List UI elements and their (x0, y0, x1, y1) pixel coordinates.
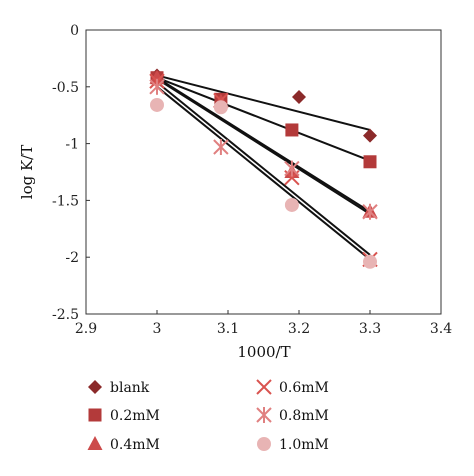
marker-0-8mm (149, 78, 165, 95)
x-tick-label: 3.3 (359, 321, 381, 337)
marker-0-8mm (213, 139, 229, 156)
x-tick-label: 3.2 (288, 321, 310, 337)
fit-line-0-2mm (156, 76, 371, 162)
x-axis: 2.9 3 3.1 3.2 3.3 3.4 (75, 310, 452, 337)
marker-1-0mm (284, 197, 299, 212)
y-tick-label: -0.5 (52, 80, 79, 96)
legend-label-1-0mm: 1.0mM (279, 437, 329, 453)
fit-line-0-6mm (156, 78, 371, 215)
legend-label-0-6mm: 0.6mM (279, 380, 329, 396)
legend-label-0-8mm: 0.8mM (279, 408, 329, 424)
legend-marker-0-4mm (87, 436, 103, 450)
fit-line-0-4mm (156, 76, 371, 213)
y-axis-title: log K/T (18, 145, 36, 199)
x-tick-label: 3.4 (430, 321, 452, 337)
marker-0-2mm (363, 155, 377, 169)
y-tick-label: -2 (65, 250, 79, 266)
marker-blank (292, 90, 306, 105)
y-tick-label: 0 (70, 23, 79, 39)
legend-marker-1-0mm (257, 437, 271, 451)
plot-frame (85, 29, 442, 315)
fit-line-0-8mm (156, 81, 371, 256)
legend-label-0-4mm: 0.4mM (110, 437, 160, 453)
x-tick-label: 3.1 (217, 321, 239, 337)
legend-marker-0-6mm (256, 379, 272, 395)
marker-0-8mm (284, 160, 300, 177)
fit-lines (156, 74, 371, 261)
marker-1-0mm (363, 254, 377, 269)
legend: blank 0.2mM 0.4mM 0.6mM 0.8mM 1.0mM (87, 379, 329, 453)
y-tick-label: -1 (65, 137, 79, 153)
legend-marker-0-2mm (88, 408, 102, 422)
marker-1-0mm (150, 97, 164, 112)
y-axis: 0 -0.5 -1 -1.5 -2 -2.5 (52, 23, 90, 323)
x-tick-label: 3 (153, 321, 162, 337)
x-tick-label: 2.9 (75, 321, 97, 337)
x-axis-title: 1000/T (237, 343, 290, 361)
fit-line-1-0mm (156, 86, 371, 261)
legend-marker-blank (88, 380, 102, 394)
legend-label-blank: blank (110, 380, 150, 396)
y-tick-label: -2.5 (52, 307, 79, 323)
marker-0-8mm (362, 203, 378, 220)
y-tick-label: -1.5 (52, 193, 79, 209)
fit-line-blank (156, 74, 371, 131)
legend-label-0-2mm: 0.2mM (110, 408, 160, 424)
marker-blank (363, 128, 377, 143)
data-markers (149, 68, 378, 269)
marker-0-4mm (149, 69, 165, 84)
marker-0-2mm (285, 123, 299, 137)
legend-marker-0-8mm (256, 407, 272, 423)
marker-1-0mm (213, 100, 228, 115)
